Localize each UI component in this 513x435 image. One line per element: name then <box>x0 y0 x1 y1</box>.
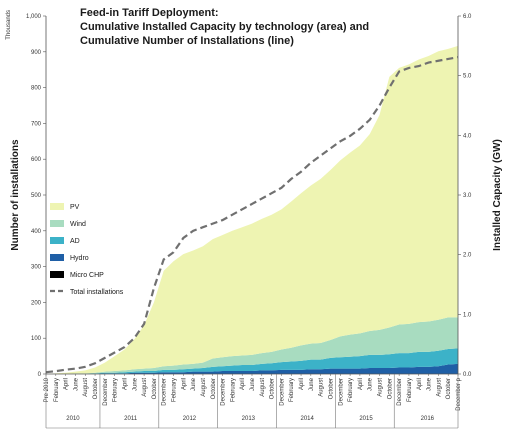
right-axis-title: Installed Capacity (GW) <box>492 139 503 251</box>
x-tick-label: December <box>279 378 285 406</box>
right-tick-label: 2.0 <box>463 253 472 259</box>
x-tick-label: December <box>103 378 109 406</box>
x-tick-label: October <box>152 378 158 399</box>
right-tick-label: 0.0 <box>463 372 472 378</box>
x-tick-label: October <box>270 378 276 399</box>
x-tick-label: Pre 2010 <box>44 377 50 402</box>
x-tick-label: February <box>407 378 413 402</box>
legend-swatch <box>50 203 64 210</box>
left-tick-label: 400 <box>31 229 42 235</box>
year-label: 2014 <box>300 416 314 422</box>
year-label: 2015 <box>359 416 373 422</box>
x-tick-label: June <box>309 377 315 391</box>
chart-title-line: Cumulative Installed Capacity by technol… <box>80 21 369 33</box>
area-hydro <box>46 363 458 374</box>
x-tick-label: February <box>172 378 178 402</box>
right-tick-label: 4.0 <box>463 133 472 139</box>
x-tick-label: August <box>378 378 384 397</box>
year-label: 2011 <box>124 416 138 422</box>
x-tick-label: February <box>54 378 60 402</box>
x-tick-label: June <box>250 377 256 391</box>
x-tick-label: August <box>260 378 266 397</box>
year-label: 2016 <box>421 416 435 422</box>
left-tick-label: 300 <box>31 265 42 271</box>
x-tick-label: February <box>230 378 236 402</box>
x-tick-label: April <box>299 378 305 390</box>
legend-swatch <box>50 237 64 244</box>
x-tick-label: June <box>73 377 79 391</box>
x-tick-label: April <box>64 378 70 390</box>
left-tick-label: 100 <box>31 336 42 342</box>
left-axis-unit: Thousands <box>6 10 12 40</box>
capacity-areas <box>46 45 458 374</box>
x-tick-label: February <box>348 378 354 402</box>
right-tick-label: 6.0 <box>463 14 472 20</box>
legend-label: PV <box>70 204 80 211</box>
x-tick-label: December p <box>456 377 462 410</box>
x-tick-label: October <box>446 378 452 399</box>
left-tick-label: 900 <box>31 50 42 56</box>
x-tick-label: October <box>93 378 99 399</box>
legend-swatch <box>50 271 64 278</box>
right-tick-label: 3.0 <box>463 193 472 199</box>
x-tick-label: February <box>289 378 295 402</box>
x-tick-label: December <box>338 378 344 406</box>
x-tick-label: October <box>328 378 334 399</box>
left-tick-label: 1,000 <box>26 14 42 20</box>
legend: PV Wind AD Hydro Micro CHP Total installation… <box>50 203 124 296</box>
legend-label: Total installations <box>70 289 124 296</box>
left-tick-label: 700 <box>31 121 42 127</box>
legend-label: Micro CHP <box>70 272 104 279</box>
x-tick-label: April <box>417 378 423 390</box>
area-ad <box>46 348 458 374</box>
x-tick-label: October <box>211 378 217 399</box>
area-pv <box>46 45 458 374</box>
left-tick-label: 500 <box>31 193 42 199</box>
installations-line <box>45 56 459 374</box>
x-tick-label: August <box>83 378 89 397</box>
chart-title-line: Cumulative Number of Installations (line… <box>80 35 294 47</box>
left-tick-label: 0 <box>38 372 42 378</box>
x-tick-label: April <box>240 378 246 390</box>
legend-swatch <box>50 254 64 261</box>
right-tick-label: 1.0 <box>463 312 472 318</box>
year-label: 2013 <box>242 416 256 422</box>
left-tick-label: 600 <box>31 157 42 163</box>
right-tick-label: 5.0 <box>463 74 472 80</box>
x-tick-label: April <box>122 378 128 390</box>
year-label: 2010 <box>66 416 80 422</box>
year-label: 2012 <box>183 416 197 422</box>
x-tick-label: April <box>358 378 364 390</box>
chart-title: Feed-in Tariff Deployment: Cumulative Ins… <box>80 7 369 47</box>
x-tick-label: August <box>319 378 325 397</box>
left-tick-label: 800 <box>31 86 42 92</box>
area-wind <box>46 317 458 374</box>
x-tick-label: December <box>221 378 227 406</box>
installations-line-group <box>45 56 459 374</box>
axes: 0 100 200 300 400 500 600 700 800 900 1,000 0.0 1.0 2… <box>6 10 503 429</box>
x-tick-label: December <box>162 378 168 406</box>
x-tick-label: June <box>427 377 433 391</box>
x-tick-label: June <box>132 377 138 391</box>
x-tick-label: August <box>201 378 207 397</box>
x-tick-label: April <box>181 378 187 390</box>
x-tick-label: June <box>368 377 374 391</box>
legend-label: Hydro <box>70 255 89 262</box>
x-tick-label: June <box>191 377 197 391</box>
x-tick-label: August <box>436 378 442 397</box>
x-tick-label: February <box>113 378 119 402</box>
left-tick-label: 200 <box>31 300 42 306</box>
x-tick-label: August <box>142 378 148 397</box>
legend-label: AD <box>70 238 80 245</box>
legend-swatch <box>50 220 64 227</box>
left-axis-title: Number of installations <box>10 139 21 251</box>
chart-title-line: Feed-in Tariff Deployment: <box>80 7 219 19</box>
x-tick-label: December <box>397 378 403 406</box>
legend-label: Wind <box>70 221 86 228</box>
x-tick-label: October <box>387 378 393 399</box>
